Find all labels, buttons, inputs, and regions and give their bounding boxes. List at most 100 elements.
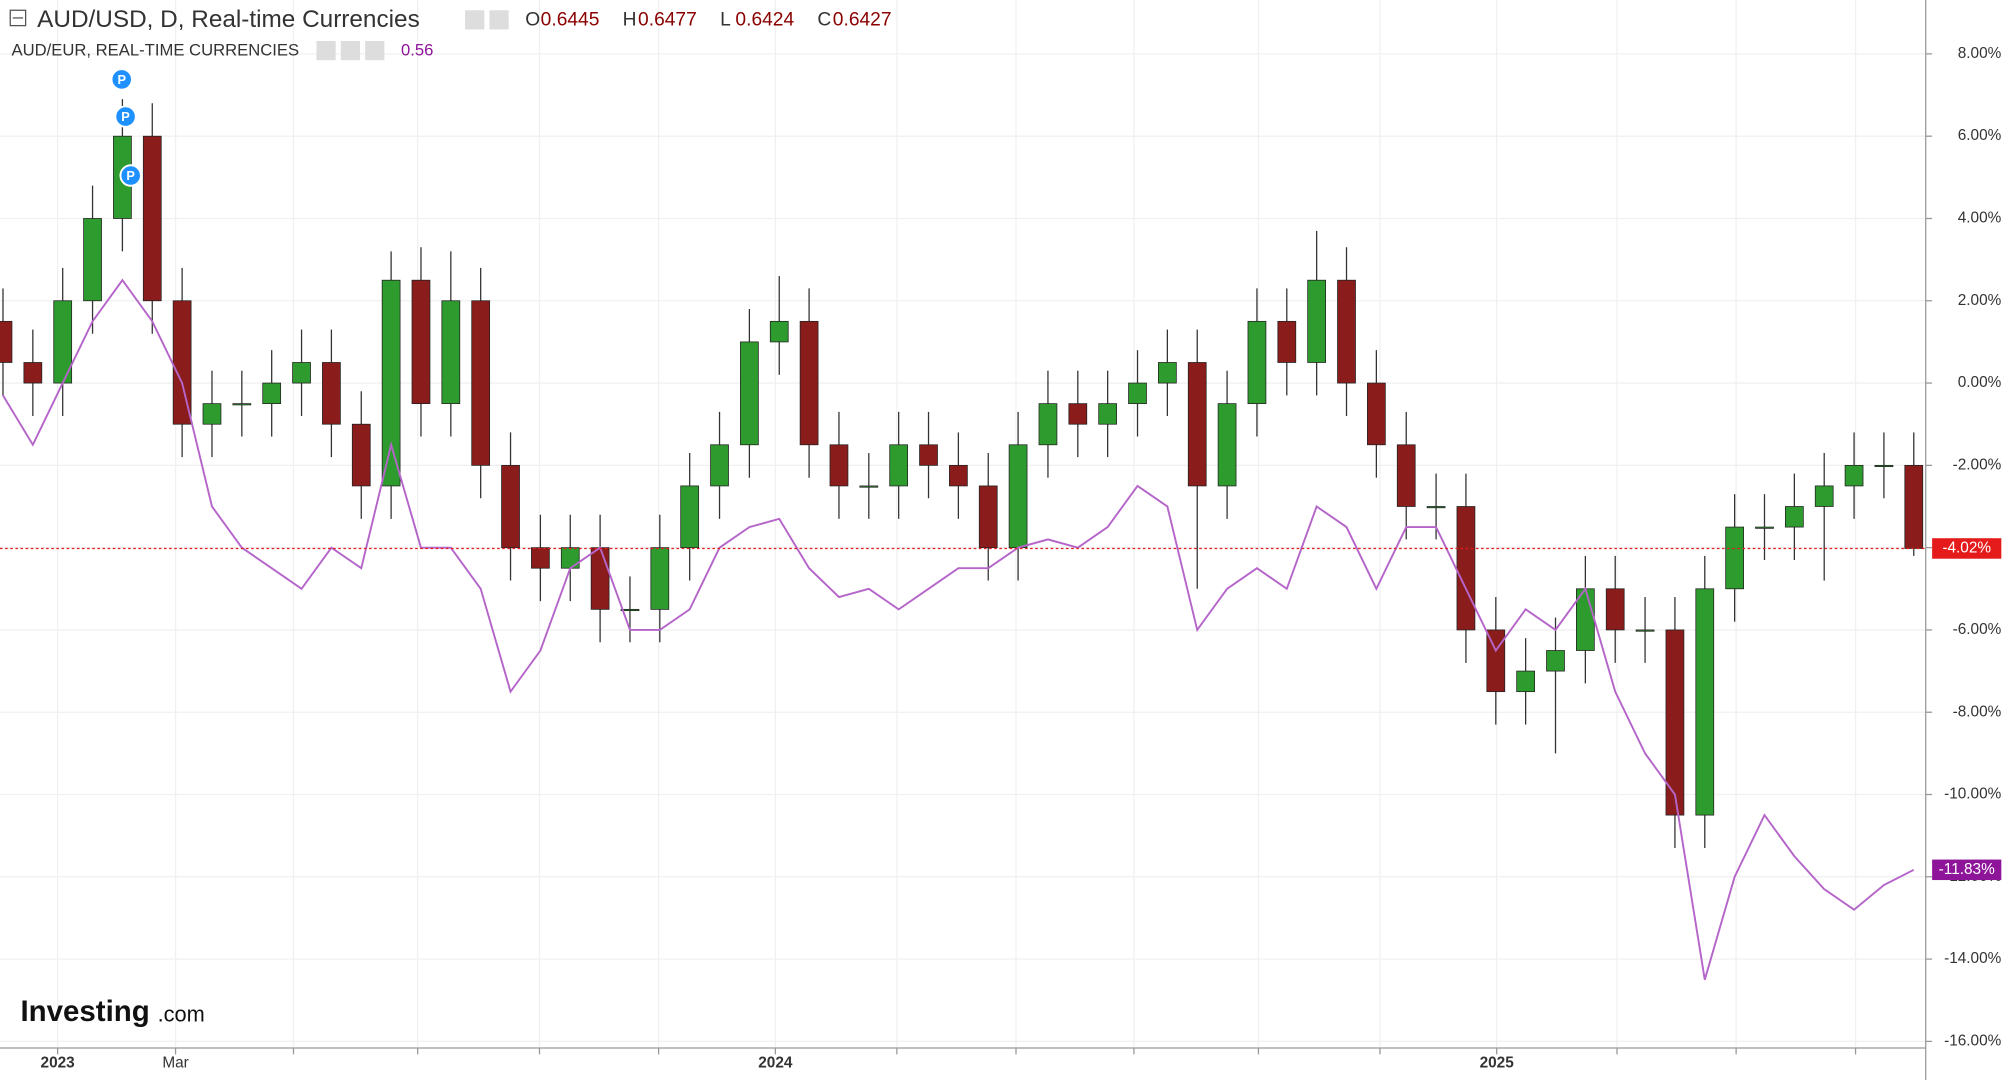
candle-body xyxy=(1277,320,1297,363)
event-marker[interactable] xyxy=(119,164,142,187)
candle-body xyxy=(1426,506,1446,509)
candle-body xyxy=(1844,464,1864,487)
candle-body xyxy=(471,300,491,466)
candle-body xyxy=(1755,526,1774,529)
candle-body xyxy=(560,547,580,569)
candle-body xyxy=(1725,526,1744,590)
event-marker[interactable] xyxy=(110,68,133,91)
y-tick-label: 2.00% xyxy=(1958,292,2002,309)
candle-body xyxy=(1307,279,1327,363)
candle-body xyxy=(381,279,401,487)
candle-body xyxy=(650,547,670,610)
close-icon[interactable] xyxy=(365,40,385,61)
compare-value: 0.56 xyxy=(401,41,433,60)
candle-body xyxy=(292,362,311,384)
candle-body xyxy=(1158,362,1177,384)
candle-body xyxy=(1337,279,1356,384)
y-tick-label: -6.00% xyxy=(1953,621,2002,638)
y-tick-label: 6.00% xyxy=(1958,127,2002,144)
ohlc-value: 0.6445 xyxy=(541,10,600,31)
candle-body xyxy=(1546,650,1565,672)
x-tick-label: 2023 xyxy=(41,1054,75,1071)
y-tick-label: -10.00% xyxy=(1944,786,2002,803)
last-value-label: -4.02% xyxy=(1942,540,1991,557)
y-tick-label: -2.00% xyxy=(1953,456,2002,473)
ohlc-letter: H xyxy=(623,10,637,31)
y-tick-label: 0.00% xyxy=(1958,374,2002,391)
candle-body xyxy=(1068,403,1088,425)
candle-body xyxy=(590,547,610,610)
candle-body xyxy=(501,464,520,549)
candle-body xyxy=(1367,382,1386,446)
candle-body xyxy=(232,403,252,406)
candle-body xyxy=(1904,464,1924,549)
x-tick-label: Mar xyxy=(162,1054,188,1071)
ohlc-value: 0.6427 xyxy=(833,10,892,31)
candle-body xyxy=(1695,588,1715,816)
x-tick-label: 2024 xyxy=(758,1054,793,1071)
candle-body xyxy=(620,608,640,612)
candle-body xyxy=(1605,588,1625,631)
candle-body xyxy=(680,485,700,549)
settings-icon[interactable] xyxy=(465,10,485,30)
y-tick-label: 4.00% xyxy=(1958,210,2002,227)
candle-body xyxy=(829,444,849,487)
candle-body xyxy=(1396,444,1416,507)
candle-body xyxy=(202,403,222,425)
ohlc-value: 0.6424 xyxy=(735,10,794,31)
candle-body xyxy=(949,464,968,487)
candle-body xyxy=(351,423,371,487)
candle-body xyxy=(859,485,879,488)
candle-body xyxy=(1098,403,1118,425)
event-marker-label: P xyxy=(121,109,130,124)
candle-body xyxy=(889,444,909,487)
ohlc-letter: L xyxy=(720,10,731,31)
candle-body xyxy=(1008,444,1028,549)
event-marker[interactable] xyxy=(114,105,137,128)
candle-body xyxy=(919,444,938,466)
candle-body xyxy=(23,362,43,384)
candle-body xyxy=(740,341,759,446)
x-tick-label: 2025 xyxy=(1480,1054,1515,1071)
candle-body xyxy=(83,218,102,302)
candle-body xyxy=(799,320,819,446)
candle-body xyxy=(441,300,461,405)
settings-icon[interactable] xyxy=(316,40,336,61)
candle-body xyxy=(1814,485,1834,507)
logo-suffix: .com xyxy=(158,1002,205,1027)
logo-name: Investing xyxy=(21,995,150,1028)
event-marker-label: P xyxy=(117,72,126,87)
candle-body xyxy=(1038,403,1058,446)
candle-body xyxy=(1247,320,1267,405)
candle-body xyxy=(322,362,341,425)
candle-body xyxy=(0,320,13,363)
last-value-badge xyxy=(1932,859,2002,881)
collapse-icon[interactable] xyxy=(9,9,27,27)
ohlc-value: 0.6477 xyxy=(638,10,697,31)
y-tick-label: 8.00% xyxy=(1958,45,2002,62)
ohlc-letter: C xyxy=(817,10,831,31)
candle-body xyxy=(142,135,162,302)
y-tick-label: -14.00% xyxy=(1944,950,2002,967)
candle-body xyxy=(411,279,431,405)
candle-body xyxy=(531,547,550,569)
last-value-badge xyxy=(1932,538,2002,559)
event-marker-label: P xyxy=(126,168,135,183)
candle-body xyxy=(1456,506,1476,631)
settings-icon[interactable] xyxy=(340,40,361,61)
candle-body xyxy=(710,444,729,487)
candle-body xyxy=(1665,629,1685,816)
candle-body xyxy=(1874,464,1894,468)
compare-title: AUD/EUR, REAL-TIME CURRENCIES xyxy=(12,41,300,60)
candle-body xyxy=(769,320,789,343)
settings-icon[interactable] xyxy=(489,10,509,30)
candle-body xyxy=(1217,403,1237,487)
candle-body xyxy=(1635,629,1655,632)
candle-body xyxy=(1784,506,1804,528)
candle-body xyxy=(262,382,282,405)
chart-title: AUD/USD, D, Real-time Currencies xyxy=(37,6,420,33)
candle-body xyxy=(1128,382,1147,405)
ohlc-letter: O xyxy=(525,10,540,31)
